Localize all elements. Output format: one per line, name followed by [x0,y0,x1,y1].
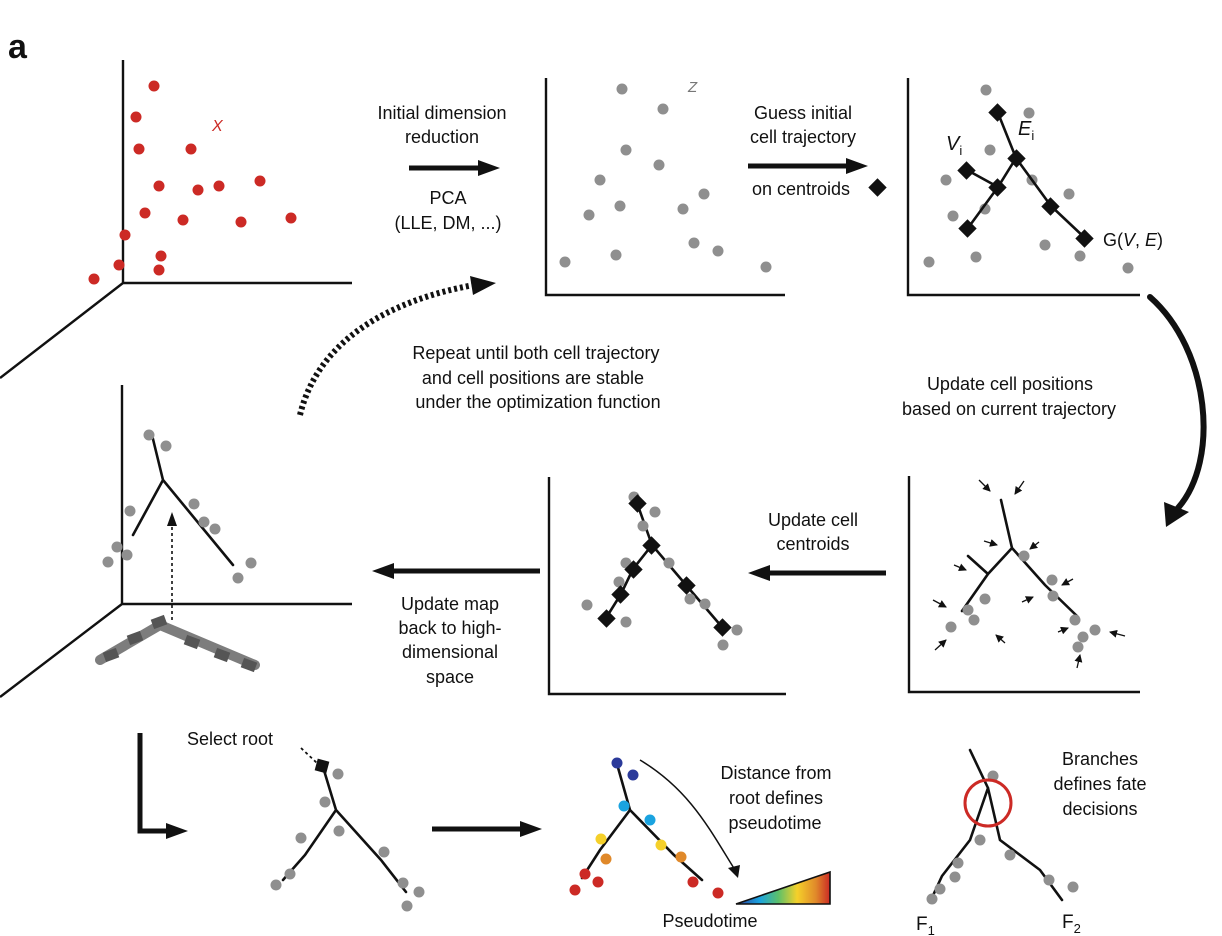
svg-text:under the optimization functio: under the optimization function [415,392,660,412]
root-node [314,758,330,774]
projected-trajectory-shadow [95,614,260,673]
vertex-label: Vi [946,133,962,158]
fate-label-2: F2 [1062,912,1081,936]
axis-letter-x: X [211,118,224,135]
svg-text:on centroids: on centroids [752,179,850,199]
svg-text:decisions: decisions [1062,799,1137,819]
svg-text:and cell positions are stable: and cell positions are stable [422,368,644,388]
axis-letter-z: Z [687,79,698,96]
panel-branch-fate: Branches defines fate decisions F1 F2 [916,748,1147,936]
svg-text:back to high-: back to high- [398,618,501,638]
edge-label: Ei [1018,118,1034,143]
axes-3d [0,60,352,379]
arrow-repeat: Repeat until both cell trajectory and ce… [297,276,661,416]
svg-text:Repeat until both cell traject: Repeat until both cell trajectory [412,343,659,363]
panel-high-dimensional-trajectory [0,385,352,698]
svg-text:centroids: centroids [776,534,849,554]
svg-text:root defines: root defines [729,788,823,808]
gray-cell-points [945,550,1101,653]
panel-reduced-space: Z [544,78,785,297]
svg-text:Distance from: Distance from [720,763,831,783]
red-cell-points [88,80,297,285]
arrow-curved-update [1147,294,1207,527]
pseudotime-label: Pseudotime [662,911,757,931]
svg-text:Branches: Branches [1062,749,1138,769]
gray-cell-points [559,83,772,273]
centroid-nodes [597,494,732,637]
svg-text:space: space [426,667,474,687]
svg-text:Select root: Select root [187,729,273,749]
svg-text:Initial dimension: Initial dimension [377,103,506,123]
gray-cell-points [270,768,425,912]
panel-high-dimensional-space: X [0,60,352,379]
gray-cell-points [102,429,257,584]
arrow-guess-initial-trajectory: Guess initial cell trajectory on centroi… [748,103,887,199]
svg-text:pseudotime: pseudotime [728,813,821,833]
centroid-nodes [957,103,1094,248]
panel-letter: a [8,28,28,66]
svg-text:PCA: PCA [429,188,466,208]
graph-label: G(V, E) [1103,230,1163,250]
gray-cell-points [923,84,1134,274]
arrow-proceed-bottom [137,733,188,839]
svg-text:defines fate: defines fate [1053,774,1146,794]
text-update-cell-positions-1: Update cell positions [927,374,1093,394]
gray-cell-points [926,770,1079,905]
arrow-initial-dimension-reduction: Initial dimension reduction PCA (LLE, DM… [377,103,506,233]
centroid-diamond-icon [868,178,887,197]
svg-text:dimensional: dimensional [402,642,498,662]
svg-text:Update cell: Update cell [768,510,858,530]
arrow-update-map: Update map back to high- dimensional spa… [372,563,540,687]
branch-point-circle [963,778,1013,828]
fate-label-1: F1 [916,914,935,936]
svg-text:reduction: reduction [405,127,479,147]
panel-updated-centroids [547,477,786,696]
panel-select-root: Select root [187,729,425,912]
svg-text:Guess initial: Guess initial [754,103,852,123]
svg-text:cell trajectory: cell trajectory [750,127,856,147]
pseudotime-colored-cells [569,757,724,899]
text-update-cell-positions-2: based on current trajectory [902,399,1116,419]
svg-text:Update map: Update map [401,594,499,614]
panel-pseudotime: Distance from root defines pseudotime Ps… [569,757,832,931]
arrow-to-pseudotime [432,821,542,837]
svg-text:(LLE, DM, ...): (LLE, DM, ...) [394,213,501,233]
axes-2d [544,78,785,297]
arrow-update-centroids: Update cell centroids [748,510,886,581]
pseudotime-gradient-wedge [735,870,831,905]
small-force-arrows [932,479,1126,669]
panel-update-positions [907,476,1140,694]
panel-initial-graph: Vi Ei G(V, E) [906,78,1163,297]
